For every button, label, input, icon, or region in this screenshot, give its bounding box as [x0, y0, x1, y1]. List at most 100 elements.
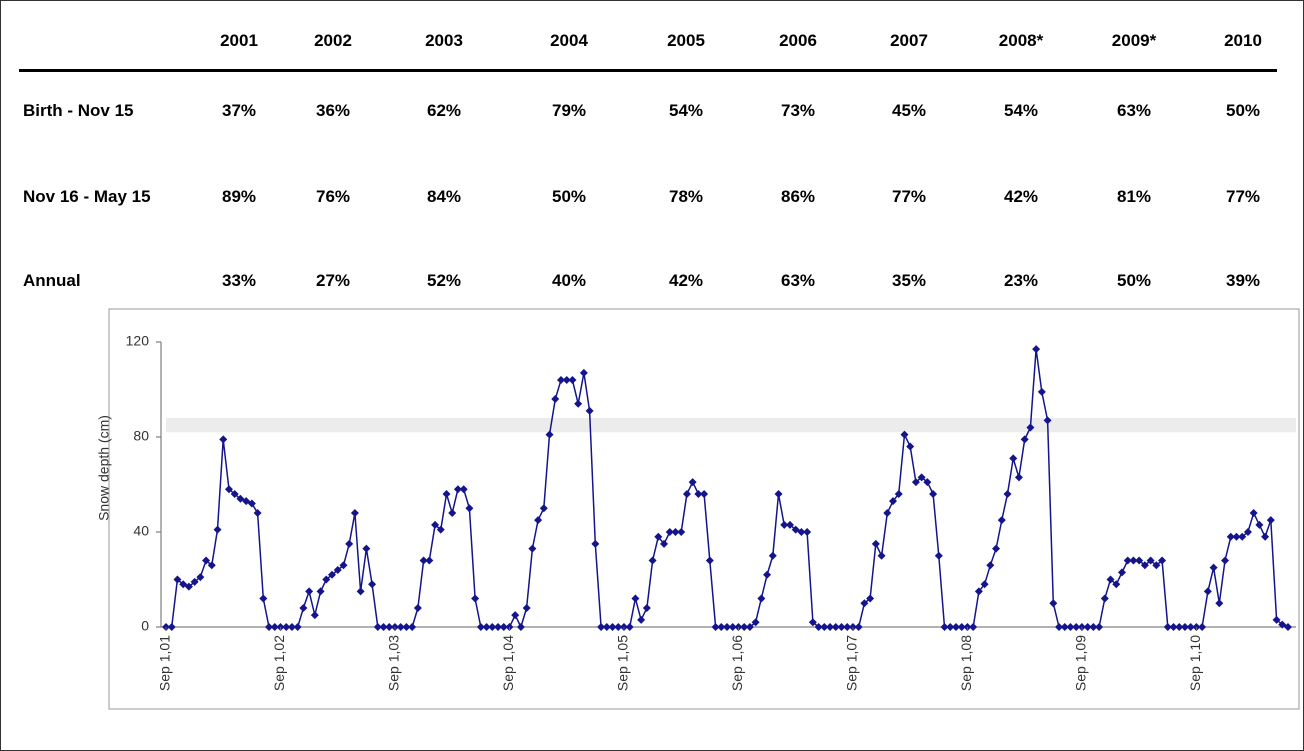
data-point: [808, 618, 817, 627]
data-point: [974, 587, 983, 596]
data-point: [396, 623, 405, 631]
table-cell: 40%: [551, 271, 587, 290]
data-point: [1026, 423, 1035, 432]
data-point: [419, 556, 428, 565]
data-point: [803, 528, 812, 536]
data-point: [723, 623, 731, 631]
data-point: [992, 544, 1001, 553]
table-cell: 45%: [891, 101, 927, 120]
data-point: [700, 490, 709, 498]
data-point: [631, 594, 640, 603]
highlight-band: [166, 418, 1296, 433]
data-point: [1215, 599, 1224, 608]
data-point: [688, 478, 697, 487]
data-point: [642, 604, 651, 612]
data-point: [951, 623, 960, 631]
data-point: [791, 525, 800, 534]
header-rule: [19, 69, 1277, 72]
table-cell: 76%: [315, 187, 351, 206]
data-point: [637, 615, 646, 624]
table-cell: 50%: [1225, 101, 1261, 120]
data-point: [677, 528, 686, 536]
data-point: [1175, 623, 1184, 631]
column-header: 2007: [890, 31, 928, 50]
data-point: [522, 604, 531, 612]
data-point: [471, 594, 480, 603]
data-point: [911, 478, 920, 487]
data-point: [322, 575, 331, 584]
data-point: [997, 516, 1006, 525]
data-point: [1123, 556, 1132, 565]
x-tick-label: Sep 1,02: [271, 635, 287, 691]
data-point: [545, 430, 554, 439]
table-cell: 36%: [315, 101, 351, 120]
table-cell: 42%: [668, 271, 704, 290]
data-point: [224, 485, 233, 494]
table-cell: 54%: [1003, 101, 1039, 120]
table-cell: 84%: [426, 187, 462, 206]
data-point: [579, 368, 588, 377]
data-point: [780, 520, 789, 529]
table-cell: 42%: [1003, 187, 1039, 206]
data-point: [345, 539, 354, 548]
data-point: [236, 494, 245, 503]
data-point: [1043, 416, 1052, 425]
data-point: [717, 623, 726, 631]
data-point: [499, 623, 508, 631]
data-point: [608, 623, 617, 631]
data-point: [883, 509, 892, 517]
data-point: [814, 623, 823, 631]
data-point: [1106, 575, 1115, 584]
data-point: [1243, 528, 1252, 536]
data-point: [889, 497, 898, 506]
data-point: [694, 490, 703, 498]
table-cell: 52%: [426, 271, 462, 290]
y-tick-label: 0: [141, 618, 149, 634]
data-point: [797, 528, 806, 536]
data-point: [1003, 490, 1012, 498]
data-point: [1238, 532, 1247, 541]
data-point: [1049, 599, 1058, 608]
x-tick-label: Sep 1,03: [386, 635, 402, 691]
table-cell: 77%: [891, 187, 927, 206]
data-point: [1129, 556, 1138, 565]
column-header: 2010: [1224, 31, 1262, 50]
data-point: [934, 551, 943, 560]
data-point: [305, 587, 314, 596]
data-point: [1095, 623, 1104, 631]
y-tick-label: 40: [133, 523, 149, 539]
column-header: 2002: [314, 31, 352, 50]
data-point: [350, 509, 359, 517]
data-point: [551, 395, 560, 403]
data-point: [745, 623, 754, 631]
data-point: [373, 623, 382, 631]
data-point: [207, 561, 216, 570]
data-point: [528, 544, 537, 553]
x-tick-label: Sep 1,08: [958, 635, 974, 691]
data-point: [562, 376, 571, 384]
data-point: [167, 623, 176, 631]
y-tick-label: 120: [126, 333, 150, 349]
table-cell: 50%: [1116, 271, 1152, 290]
data-point: [1152, 561, 1161, 570]
table-cell: 77%: [1225, 187, 1261, 206]
data-point: [711, 623, 720, 631]
row-label: Birth - Nov 15: [23, 101, 134, 120]
data-point: [1158, 556, 1167, 565]
data-point: [877, 551, 886, 560]
column-header: 2006: [779, 31, 817, 50]
data-point: [768, 551, 777, 560]
table-cell: 39%: [1225, 271, 1261, 290]
column-header: 2004: [550, 31, 588, 50]
data-point: [448, 509, 457, 517]
data-point: [682, 490, 691, 498]
data-point: [173, 575, 182, 584]
data-point: [648, 556, 657, 565]
data-point: [442, 490, 451, 498]
data-point: [328, 570, 337, 579]
data-point: [585, 406, 594, 415]
data-point: [969, 623, 978, 631]
data-point: [574, 399, 583, 408]
